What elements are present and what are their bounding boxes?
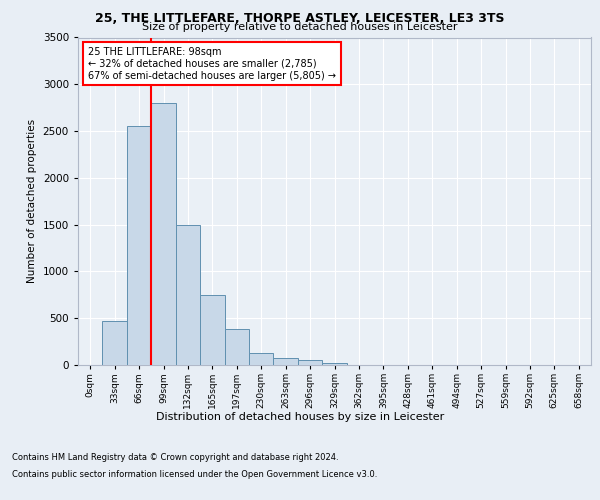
Text: Size of property relative to detached houses in Leicester: Size of property relative to detached ho… — [142, 22, 458, 32]
Bar — [176, 224, 200, 365]
Bar — [274, 358, 298, 365]
Text: Distribution of detached houses by size in Leicester: Distribution of detached houses by size … — [156, 412, 444, 422]
Bar — [127, 126, 151, 365]
Y-axis label: Number of detached properties: Number of detached properties — [27, 119, 37, 284]
Bar — [298, 360, 322, 365]
Bar — [103, 321, 127, 365]
Text: 25 THE LITTLEFARE: 98sqm
← 32% of detached houses are smaller (2,785)
67% of sem: 25 THE LITTLEFARE: 98sqm ← 32% of detach… — [88, 48, 336, 80]
Bar — [200, 295, 224, 365]
Bar — [249, 353, 274, 365]
Text: Contains public sector information licensed under the Open Government Licence v3: Contains public sector information licen… — [12, 470, 377, 479]
Text: Contains HM Land Registry data © Crown copyright and database right 2024.: Contains HM Land Registry data © Crown c… — [12, 452, 338, 462]
Bar — [151, 103, 176, 365]
Bar — [224, 330, 249, 365]
Text: 25, THE LITTLEFARE, THORPE ASTLEY, LEICESTER, LE3 3TS: 25, THE LITTLEFARE, THORPE ASTLEY, LEICE… — [95, 12, 505, 26]
Bar — [322, 363, 347, 365]
